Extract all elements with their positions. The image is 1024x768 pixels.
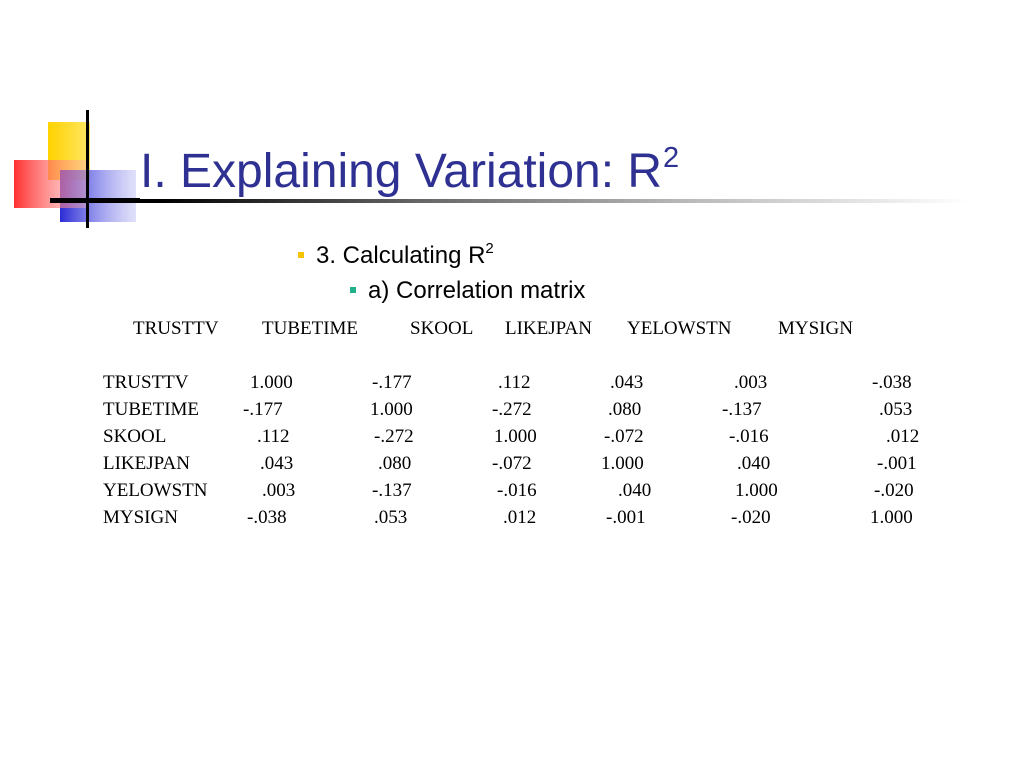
matrix-cell: -.016 (729, 426, 769, 447)
matrix-cell: .112 (498, 372, 531, 393)
row-label: TUBETIME (103, 399, 200, 420)
matrix-cell: .043 (610, 372, 644, 393)
matrix-cell: .080 (378, 453, 412, 474)
bullet-level-2: a) Correlation matrix (350, 276, 585, 306)
matrix-cell: .053 (374, 507, 408, 528)
column-header: SKOOL (410, 318, 474, 339)
matrix-cell: -.038 (872, 372, 912, 393)
matrix-cell: .012 (503, 507, 537, 528)
square-bullet-icon (350, 286, 356, 293)
matrix-cell: .012 (886, 426, 920, 447)
matrix-cell: 1.000 (250, 372, 293, 393)
matrix-cell: -.016 (497, 480, 537, 501)
bullet-level-1: 3. Calculating R2 (298, 234, 494, 271)
matrix-cell: -.272 (374, 426, 414, 447)
matrix-cell: -.001 (877, 453, 917, 474)
row-label: YELOWSTN (103, 480, 208, 501)
matrix-cell: .003 (262, 480, 296, 501)
matrix-cell: .080 (608, 399, 642, 420)
square-bullet-icon (298, 251, 304, 258)
matrix-cell: 1.000 (601, 453, 644, 474)
column-header: YELOWSTN (627, 318, 732, 339)
matrix-cell: 1.000 (735, 480, 778, 501)
slide-title: I. Explaining Variation: R2 (140, 142, 680, 198)
title-underline (50, 199, 970, 203)
matrix-cell: 1.000 (370, 399, 413, 420)
matrix-cell: .003 (734, 372, 768, 393)
column-header: MYSIGN (778, 318, 853, 339)
matrix-cell: -.137 (722, 399, 762, 420)
matrix-cell: .053 (879, 399, 913, 420)
matrix-cell: -.137 (372, 480, 412, 501)
slide-logo (14, 110, 140, 228)
row-label: SKOOL (103, 426, 167, 447)
matrix-cell: .112 (257, 426, 290, 447)
row-label: TRUSTTV (103, 372, 189, 393)
matrix-cell: .040 (737, 453, 771, 474)
row-label: MYSIGN (103, 507, 178, 528)
matrix-cell: -.272 (492, 399, 532, 420)
matrix-cell: -.038 (247, 507, 287, 528)
column-header: TRUSTTV (133, 318, 219, 339)
matrix-cell: .043 (260, 453, 294, 474)
matrix-cell: 1.000 (870, 507, 913, 528)
matrix-cell: -.177 (243, 399, 283, 420)
matrix-cell: -.177 (372, 372, 412, 393)
matrix-cell: -.072 (604, 426, 644, 447)
matrix-cell: -.001 (606, 507, 646, 528)
matrix-cell: 1.000 (494, 426, 537, 447)
matrix-cell: -.072 (492, 453, 532, 474)
column-header: TUBETIME (262, 318, 359, 339)
matrix-cell: .040 (618, 480, 652, 501)
matrix-cell: -.020 (731, 507, 771, 528)
column-header: LIKEJPAN (505, 318, 592, 339)
row-label: LIKEJPAN (103, 453, 190, 474)
matrix-cell: -.020 (874, 480, 914, 501)
